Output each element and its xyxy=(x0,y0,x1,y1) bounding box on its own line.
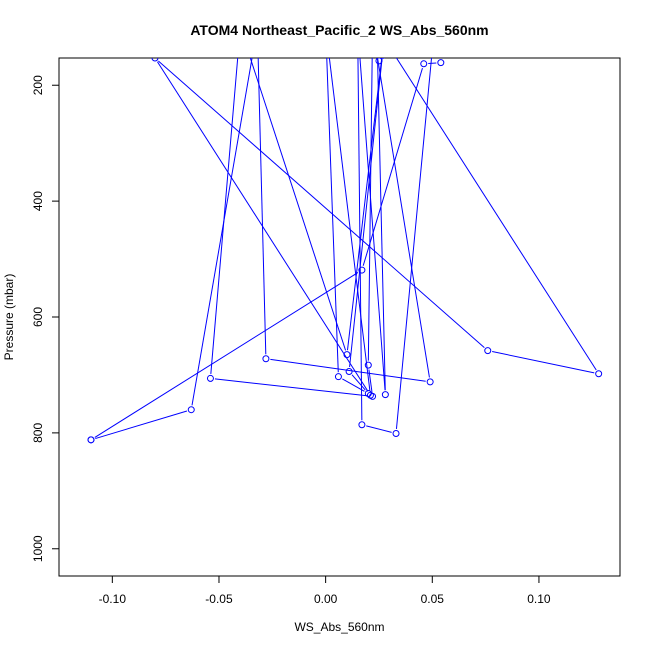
data-point xyxy=(426,378,434,386)
data-point xyxy=(437,59,445,67)
series-line-segment xyxy=(368,369,373,392)
x-axis-label: WS_Abs_560nm xyxy=(294,620,384,634)
y-axis-label: Pressure (mbar) xyxy=(2,274,16,361)
series-line-segment xyxy=(428,62,437,64)
series-line-segment xyxy=(377,58,430,378)
series-line-segment xyxy=(249,58,347,351)
plot-frame xyxy=(58,57,621,577)
y-tick-label: 400 xyxy=(31,191,45,211)
x-tick-label: -0.10 xyxy=(99,592,127,606)
series-line-segment xyxy=(342,378,365,392)
series-line-segment xyxy=(346,58,383,351)
data-point xyxy=(345,367,353,375)
series-line-segment xyxy=(359,58,386,391)
data-point xyxy=(206,374,214,382)
data-point xyxy=(366,391,374,399)
chart-title: ATOM4 Northeast_Pacific_2 WS_Abs_560nm xyxy=(190,22,488,38)
data-point xyxy=(375,58,383,65)
series-line-segment xyxy=(349,58,383,368)
data-point xyxy=(151,58,159,62)
y-tick-label: 600 xyxy=(31,307,45,327)
data-point xyxy=(262,355,270,363)
series-line-segment xyxy=(366,425,392,433)
data-point xyxy=(364,361,372,369)
data-point xyxy=(358,266,366,274)
series-line-segment xyxy=(94,272,359,438)
y-tick-label: 200 xyxy=(31,75,45,95)
series-line-segment xyxy=(214,378,369,397)
data-point xyxy=(484,347,492,355)
y-axis: 200 400 600 800 1000 xyxy=(31,75,60,562)
series-line-segment xyxy=(326,58,339,373)
series-line-segment xyxy=(351,374,366,391)
series-line-segment xyxy=(395,58,433,430)
data-point xyxy=(343,351,351,359)
series-line-segment xyxy=(210,58,239,374)
data-point xyxy=(334,373,342,381)
series-line-segment xyxy=(395,58,597,371)
data-point xyxy=(358,421,366,429)
data-point xyxy=(87,436,95,444)
data-point xyxy=(595,370,603,378)
series-line-segment xyxy=(158,60,485,349)
data-point xyxy=(364,389,372,397)
series-line-segment xyxy=(156,61,369,392)
data-point xyxy=(381,391,389,399)
x-tick-label: 0.10 xyxy=(527,592,551,606)
data-point xyxy=(187,406,195,414)
data-layer xyxy=(87,58,603,444)
series-line-segment xyxy=(257,58,267,355)
data-point xyxy=(392,429,400,437)
series-line-segment xyxy=(377,58,386,391)
x-tick-label: 0.00 xyxy=(314,592,338,606)
x-tick-label: -0.05 xyxy=(205,592,233,606)
series-line-segment xyxy=(95,410,188,440)
series-line-segment xyxy=(270,358,426,382)
series-line-segment xyxy=(357,58,363,421)
x-tick-label: 0.05 xyxy=(421,592,445,606)
series-line-segment xyxy=(328,58,371,391)
x-axis: -0.10 -0.05 0.00 0.05 0.10 xyxy=(99,575,551,606)
data-point xyxy=(420,60,428,68)
series-line-segment xyxy=(492,351,595,374)
y-tick-label: 1000 xyxy=(31,535,45,562)
y-tick-label: 800 xyxy=(31,423,45,443)
